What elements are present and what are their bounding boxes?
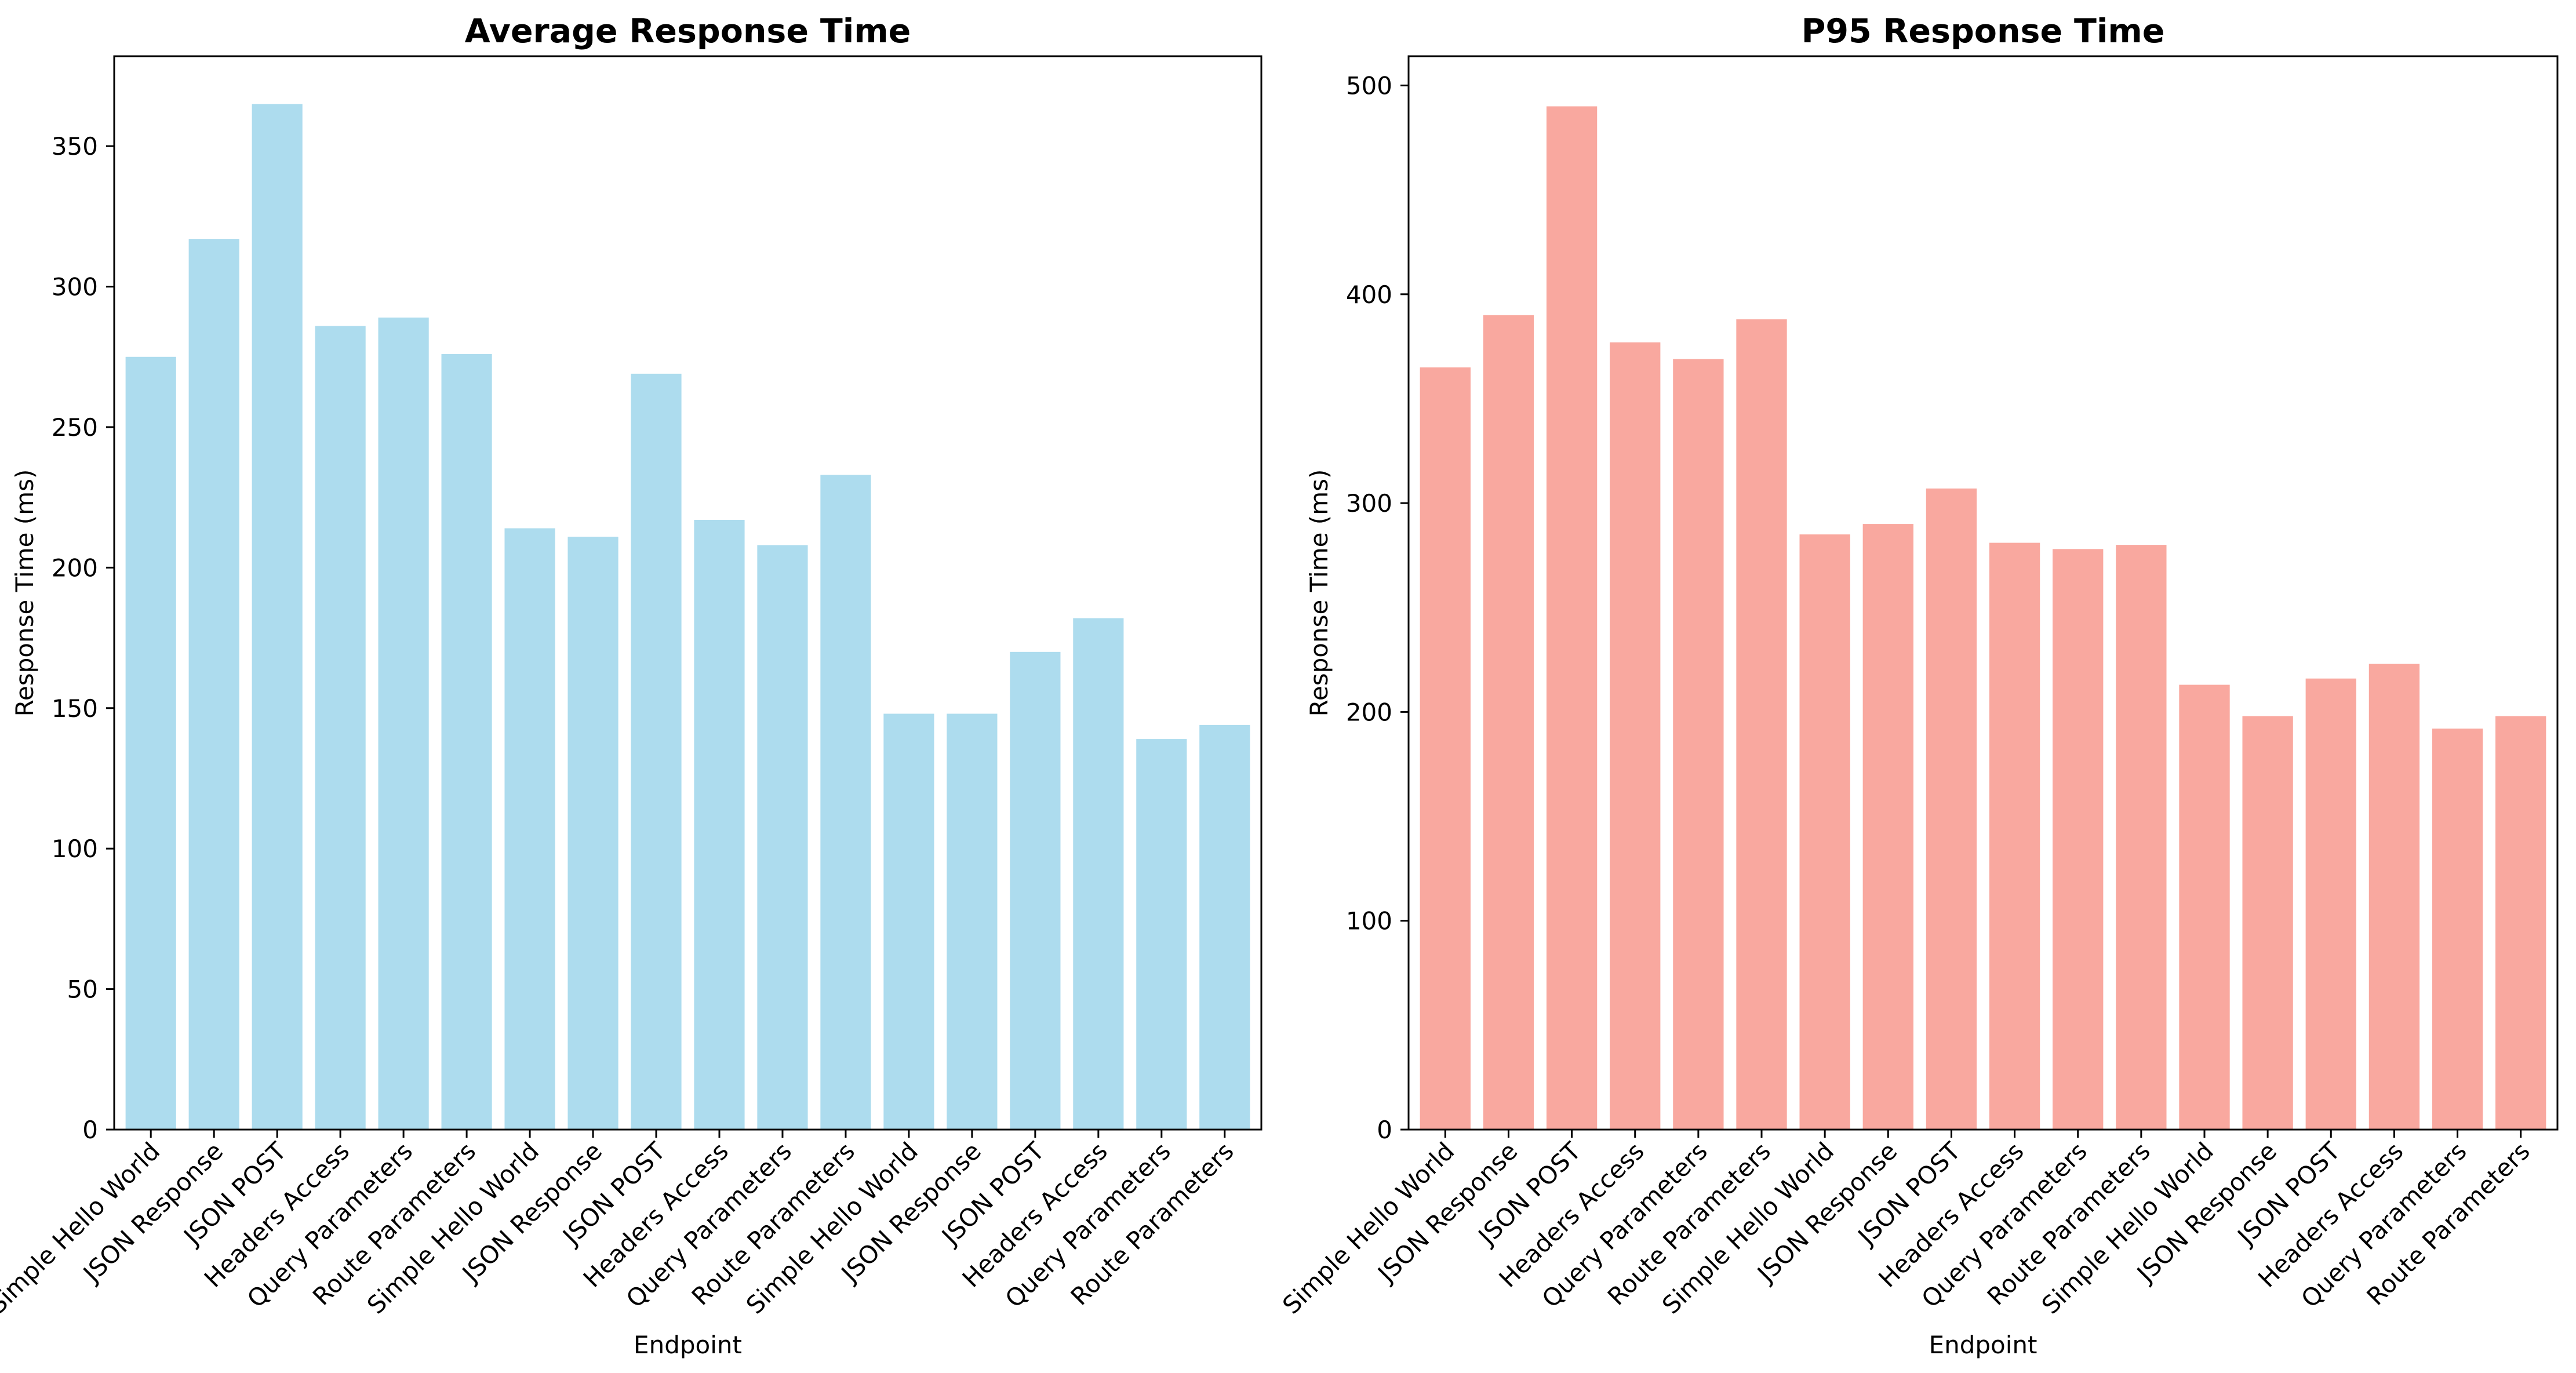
y-tick-label: 100 xyxy=(1346,907,1392,935)
y-axis-label: Response Time (ms) xyxy=(10,469,39,717)
bar-13 xyxy=(883,713,934,1130)
y-tick-label: 200 xyxy=(52,553,98,582)
y-tick-label: 400 xyxy=(1346,281,1392,309)
y-tick-label: 250 xyxy=(52,413,98,442)
x-axis-label: Endpoint xyxy=(1929,1331,2037,1359)
bar-10 xyxy=(1989,542,2040,1130)
bar-9 xyxy=(1926,488,1977,1130)
bar-10 xyxy=(694,519,745,1130)
bar-4 xyxy=(315,326,366,1130)
chart-title: Average Response Time xyxy=(465,12,911,50)
bar-3 xyxy=(252,104,303,1130)
bar-8 xyxy=(1862,524,1913,1130)
y-tick-label: 350 xyxy=(52,132,98,161)
bar-2 xyxy=(1483,315,1534,1130)
bar-14 xyxy=(2242,716,2293,1130)
bar-17 xyxy=(1136,739,1187,1130)
bar-15 xyxy=(1010,651,1061,1130)
bar-12 xyxy=(2116,545,2167,1130)
y-tick-label: 0 xyxy=(82,1116,98,1144)
bar-4 xyxy=(1610,342,1661,1130)
bar-14 xyxy=(947,713,998,1130)
bar-16 xyxy=(1073,618,1124,1130)
bar-5 xyxy=(1673,359,1724,1130)
bar-16 xyxy=(2368,664,2420,1130)
y-tick-label: 100 xyxy=(52,835,98,863)
y-tick-label: 300 xyxy=(52,273,98,301)
bar-7 xyxy=(1799,534,1850,1130)
bar-2 xyxy=(188,239,239,1130)
chart-title: P95 Response Time xyxy=(1802,12,2165,50)
bar-1 xyxy=(125,356,176,1130)
y-tick-label: 0 xyxy=(1377,1116,1392,1144)
bar-18 xyxy=(2495,716,2546,1130)
y-axis-label: Response Time (ms) xyxy=(1305,469,1333,717)
y-tick-label: 500 xyxy=(1346,71,1392,100)
y-tick-label: 150 xyxy=(52,694,98,723)
bar-8 xyxy=(567,537,618,1130)
bar-5 xyxy=(378,317,429,1130)
bar-3 xyxy=(1546,106,1598,1130)
bar-11 xyxy=(2053,549,2104,1130)
bar-12 xyxy=(820,475,871,1130)
y-tick-label: 50 xyxy=(67,975,98,1004)
bar-17 xyxy=(2432,729,2483,1130)
bar-9 xyxy=(631,373,682,1130)
plot-frame xyxy=(113,55,1262,1131)
bar-7 xyxy=(504,528,555,1130)
bar-6 xyxy=(1736,319,1787,1130)
bar-15 xyxy=(2305,678,2356,1130)
bar-6 xyxy=(441,354,492,1130)
plot-frame xyxy=(1407,55,2559,1131)
bar-18 xyxy=(1199,724,1250,1130)
y-tick-label: 200 xyxy=(1346,698,1392,726)
bar-11 xyxy=(757,545,808,1130)
bar-13 xyxy=(2179,684,2230,1130)
y-tick-label: 300 xyxy=(1346,489,1392,518)
bar-1 xyxy=(1420,367,1471,1130)
x-axis-label: Endpoint xyxy=(634,1331,742,1359)
